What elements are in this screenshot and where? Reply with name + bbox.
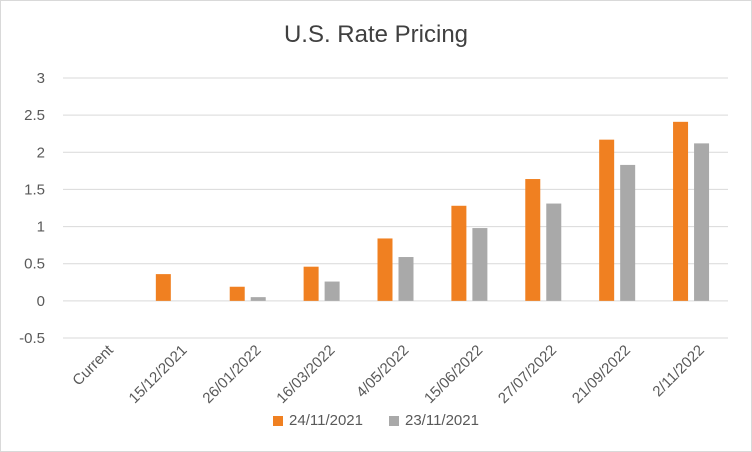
bar-series-1-3[interactable]	[303, 266, 319, 301]
bar-series-1-8[interactable]	[673, 121, 689, 301]
legend-swatch-orange	[273, 415, 284, 426]
y-tick-label: 2.5	[24, 107, 45, 124]
y-tick-label: 0.5	[24, 256, 45, 273]
x-tick-label: 4/05/2022	[353, 342, 412, 401]
legend-label: 23/11/2021	[405, 412, 479, 429]
x-tick-label: 26/01/2022	[199, 342, 264, 407]
x-tick-label: 16/03/2022	[273, 342, 338, 407]
x-tick-label: 21/09/2022	[569, 342, 634, 407]
bar-series-2-4[interactable]	[398, 257, 414, 301]
bar-series-2-2[interactable]	[250, 297, 266, 301]
bar-series-1-1[interactable]	[155, 274, 171, 301]
x-tick-label: 27/07/2022	[495, 342, 560, 407]
y-tick-label: 3	[37, 70, 45, 87]
bars	[155, 121, 710, 301]
bar-series-2-6[interactable]	[546, 203, 562, 301]
chart-title: U.S. Rate Pricing	[283, 21, 469, 48]
legend-item-series-2[interactable]: 23/11/2021	[389, 412, 479, 429]
y-axis-ticks: -0.5 0 0.5 1 1.5 2 2.5 3	[19, 70, 45, 347]
bar-series-2-3[interactable]	[324, 281, 340, 301]
y-tick-label: 0	[37, 293, 45, 310]
bar-series-1-6[interactable]	[525, 179, 541, 301]
legend-label: 24/11/2021	[289, 412, 363, 429]
bar-series-2-7[interactable]	[620, 164, 636, 301]
y-tick-label: 2	[37, 144, 45, 161]
legend-item-series-1[interactable]: 24/11/2021	[273, 412, 363, 429]
x-tick-label: 15/06/2022	[421, 342, 486, 407]
bar-series-1-5[interactable]	[451, 205, 467, 301]
x-tick-label: Current	[69, 341, 117, 389]
bar-series-1-7[interactable]	[599, 139, 615, 301]
x-tick-label: 15/12/2021	[126, 342, 191, 407]
y-tick-label: -0.5	[19, 330, 45, 347]
x-axis-ticks: Current 15/12/2021 26/01/2022 16/03/2022 4/0…	[69, 341, 708, 407]
bar-series-1-4[interactable]	[377, 238, 393, 301]
legend: 24/11/2021 23/11/2021	[1, 412, 751, 429]
y-tick-label: 1	[37, 219, 45, 236]
gridlines	[63, 77, 728, 339]
legend-swatch-gray	[389, 415, 399, 426]
bar-series-2-5[interactable]	[472, 228, 488, 301]
y-tick-label: 1.5	[24, 181, 45, 198]
x-tick-label: 2/11/2022	[649, 342, 707, 400]
bar-series-1-2[interactable]	[229, 286, 245, 301]
bar-series-2-8[interactable]	[694, 143, 710, 301]
